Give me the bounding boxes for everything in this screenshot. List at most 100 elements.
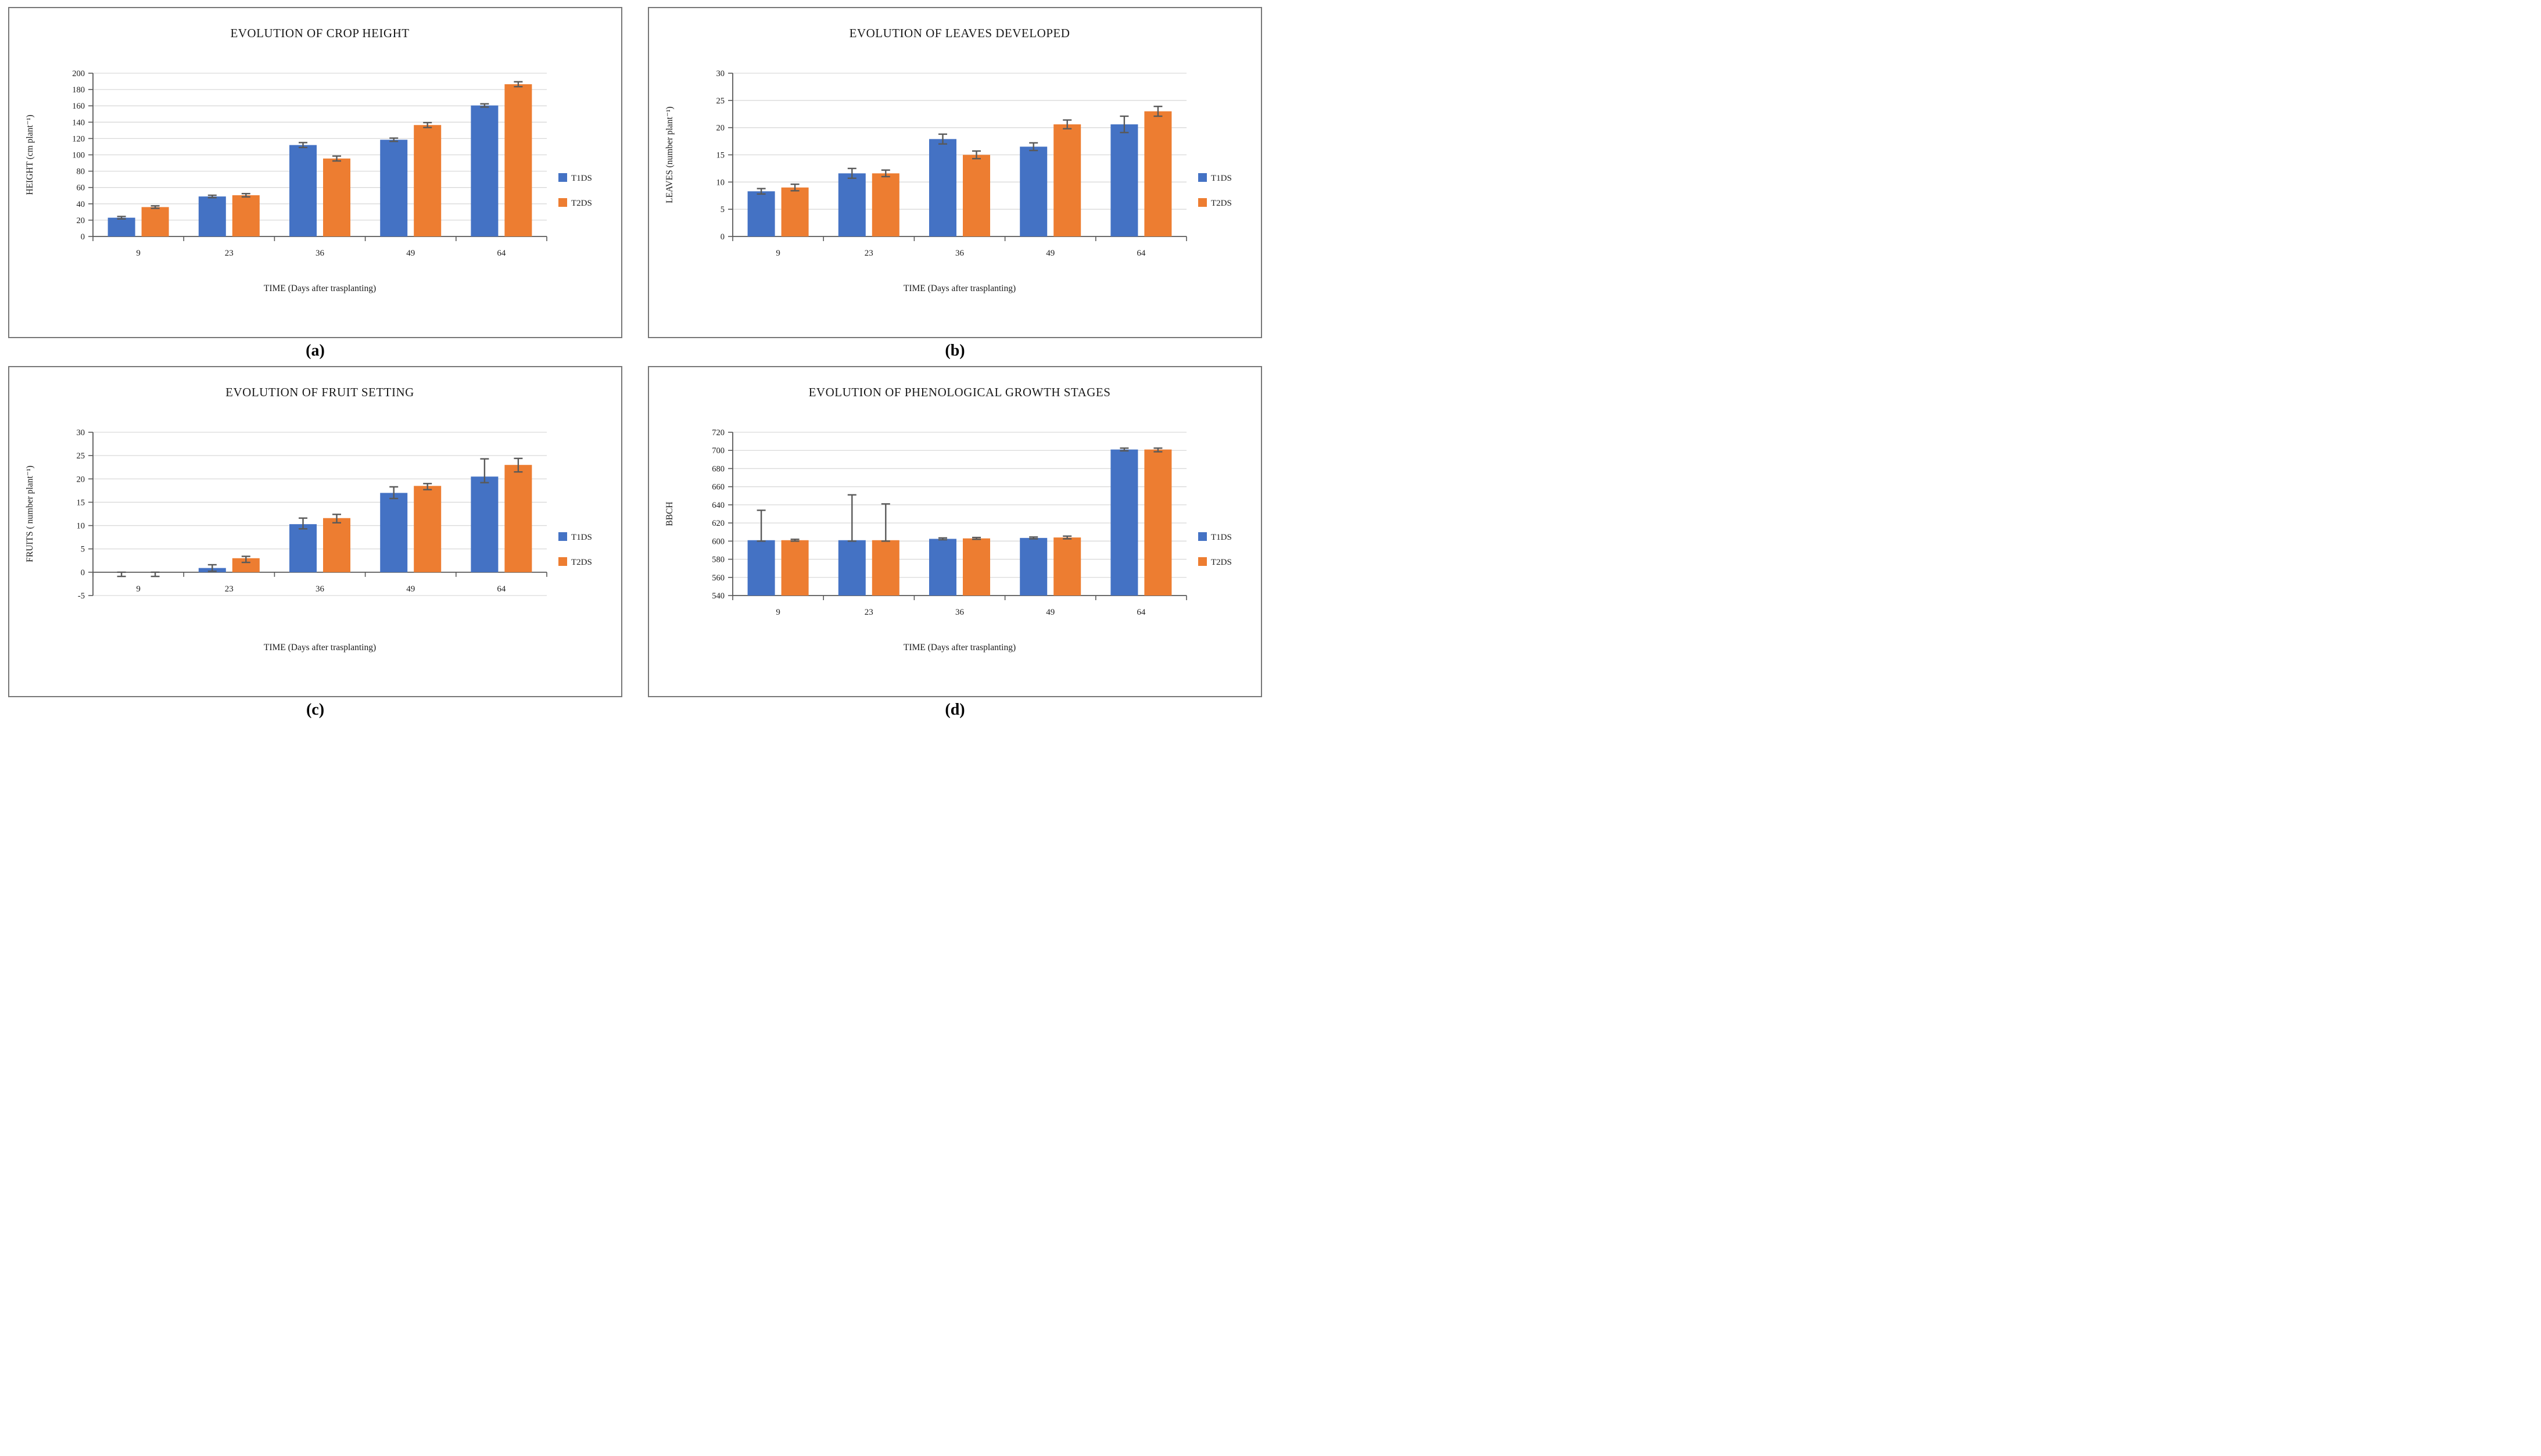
y-tick-label: 660	[712, 483, 725, 492]
bar-t1ds	[289, 524, 317, 572]
y-tick-label: 15	[716, 151, 725, 160]
chart-crop-height: 0 20 40 60 80 100 120 140 160 180 200 9 23 36 49 64 EVOL…	[25, 26, 592, 293]
x-category-label: 64	[1137, 249, 1146, 258]
x-category-label: 23	[865, 608, 873, 617]
y-tick-label: 560	[712, 573, 725, 583]
chart-title: EVOLUTION OF PHENOLOGICAL GROWTH STAGES	[809, 385, 1111, 399]
bar-t2ds	[1053, 124, 1081, 236]
y-tick-label: 40	[77, 200, 85, 209]
panel-leaves-developed: 0 5 10 15 20 25 30 9 23 36 49 64 EVOLUTION OF LEAVES…	[648, 7, 1262, 338]
legend-swatch-t1ds	[1198, 173, 1207, 182]
chart-title: EVOLUTION OF CROP HEIGHT	[230, 26, 409, 40]
bar-t1ds	[838, 173, 866, 236]
y-tick-label: 20	[77, 216, 85, 225]
x-category-label: 49	[1046, 608, 1055, 617]
chart-title: EVOLUTION OF LEAVES DEVELOPED	[850, 26, 1070, 40]
y-tick-label: 680	[712, 464, 725, 474]
y-tick-label: 30	[77, 428, 85, 437]
bar-t1ds	[747, 191, 775, 236]
y-tick-label: 720	[712, 428, 725, 437]
bar-t1ds	[471, 105, 499, 236]
bar-t1ds	[1110, 449, 1138, 596]
legend-swatch-t2ds	[1198, 557, 1207, 566]
legend-swatch-t2ds	[558, 198, 567, 207]
x-axis-title: TIME (Days after trasplanting)	[264, 643, 376, 652]
x-category-label: 9	[776, 249, 780, 258]
y-axis-title: BBCH	[665, 501, 675, 526]
x-category-label: 23	[865, 249, 873, 258]
legend-swatch-t1ds	[558, 532, 567, 541]
bar-t2ds	[1144, 449, 1172, 596]
bar-t2ds	[781, 187, 809, 236]
bar-t2ds	[872, 173, 899, 236]
cell-c: -5 0 5 10 15 20 25 30 9 23 36 49 64 EVOLUTION OF FRUI…	[8, 366, 622, 725]
cell-b: 0 5 10 15 20 25 30 9 23 36 49 64 EVOLUTION OF LEAVES…	[648, 7, 1262, 366]
y-tick-label: 20	[77, 475, 85, 484]
y-tick-label: 700	[712, 446, 725, 456]
x-axis-title: TIME (Days after trasplanting)	[904, 284, 1016, 293]
y-tick-label: 140	[72, 118, 85, 127]
chart-title: EVOLUTION OF FRUIT SETTING	[225, 385, 414, 399]
bar-t1ds	[747, 540, 775, 596]
y-tick-label: 20	[716, 124, 725, 133]
bar-t1ds	[289, 145, 317, 236]
y-tick-label: 160	[72, 102, 85, 111]
legend-label-t2ds: T2DS	[1211, 199, 1232, 208]
y-axis-title: LEAVES (number plant⁻¹)	[665, 106, 675, 203]
legend-swatch-t2ds	[1198, 198, 1207, 207]
x-category-label: 36	[316, 584, 325, 594]
bar-t2ds	[323, 158, 350, 236]
bar-t2ds	[1053, 537, 1081, 596]
bar-t1ds	[929, 539, 956, 596]
bar-t1ds	[471, 476, 499, 572]
bar-t1ds	[198, 196, 226, 236]
y-tick-label: 640	[712, 501, 725, 510]
cell-a: 0 20 40 60 80 100 120 140 160 180 200 9 23 36 49 64 EVOL…	[8, 7, 622, 366]
bar-t1ds	[107, 217, 135, 236]
bar-t1ds	[1110, 124, 1138, 236]
bar-t1ds	[380, 493, 408, 572]
bar-t1ds	[1020, 146, 1048, 236]
x-category-label: 9	[776, 608, 780, 617]
y-tick-label: 100	[72, 151, 85, 160]
x-category-label: 49	[406, 249, 415, 258]
y-tick-label: 30	[716, 69, 725, 78]
legend-swatch-t1ds	[1198, 532, 1207, 541]
legend-label-t2ds: T2DS	[1211, 558, 1232, 567]
bar-t2ds	[232, 195, 260, 236]
legend-label-t1ds: T1DS	[571, 533, 592, 542]
bar-t2ds	[1144, 111, 1172, 236]
x-category-label: 36	[955, 608, 965, 617]
panel-caption-c: (c)	[306, 701, 325, 719]
bar-t2ds	[781, 540, 809, 596]
bar-t1ds	[1020, 537, 1048, 596]
y-tick-label: 25	[77, 451, 85, 461]
y-tick-label: 0	[81, 568, 85, 578]
y-tick-label: 25	[716, 96, 725, 106]
chart-leaves-developed: 0 5 10 15 20 25 30 9 23 36 49 64 EVOLUTION OF LEAVES…	[665, 26, 1232, 293]
bar-t2ds	[414, 125, 442, 236]
x-category-label: 64	[497, 584, 506, 594]
y-axis-title: HEIGHT (cm plant⁻¹)	[25, 114, 35, 195]
panel-caption-a: (a)	[306, 342, 325, 360]
y-tick-label: 180	[72, 85, 85, 95]
bar-t2ds	[323, 518, 350, 572]
bar-t2ds	[504, 84, 532, 236]
panel-caption-d: (d)	[945, 701, 965, 719]
x-category-label: 36	[955, 249, 965, 258]
legend-label-t2ds: T2DS	[571, 199, 592, 208]
bar-t2ds	[414, 486, 442, 572]
x-category-label: 23	[225, 584, 234, 594]
chart-phenological-stages: 540 560 580 600 620 640 660 680 700 720 9 23 36 49 64 E…	[665, 385, 1232, 652]
y-tick-label: 0	[721, 232, 725, 242]
bar-t1ds	[838, 540, 866, 596]
x-category-label: 9	[136, 249, 141, 258]
bar-t2ds	[504, 465, 532, 572]
y-tick-label: 0	[81, 232, 85, 242]
x-category-label: 64	[1137, 608, 1146, 617]
y-tick-label: 10	[77, 522, 85, 531]
y-tick-label: 10	[716, 178, 725, 187]
bar-t1ds	[929, 139, 956, 236]
figure-grid: 0 20 40 60 80 100 120 140 160 180 200 9 23 36 49 64 EVOL…	[0, 0, 1270, 725]
legend-swatch-t1ds	[558, 173, 567, 182]
